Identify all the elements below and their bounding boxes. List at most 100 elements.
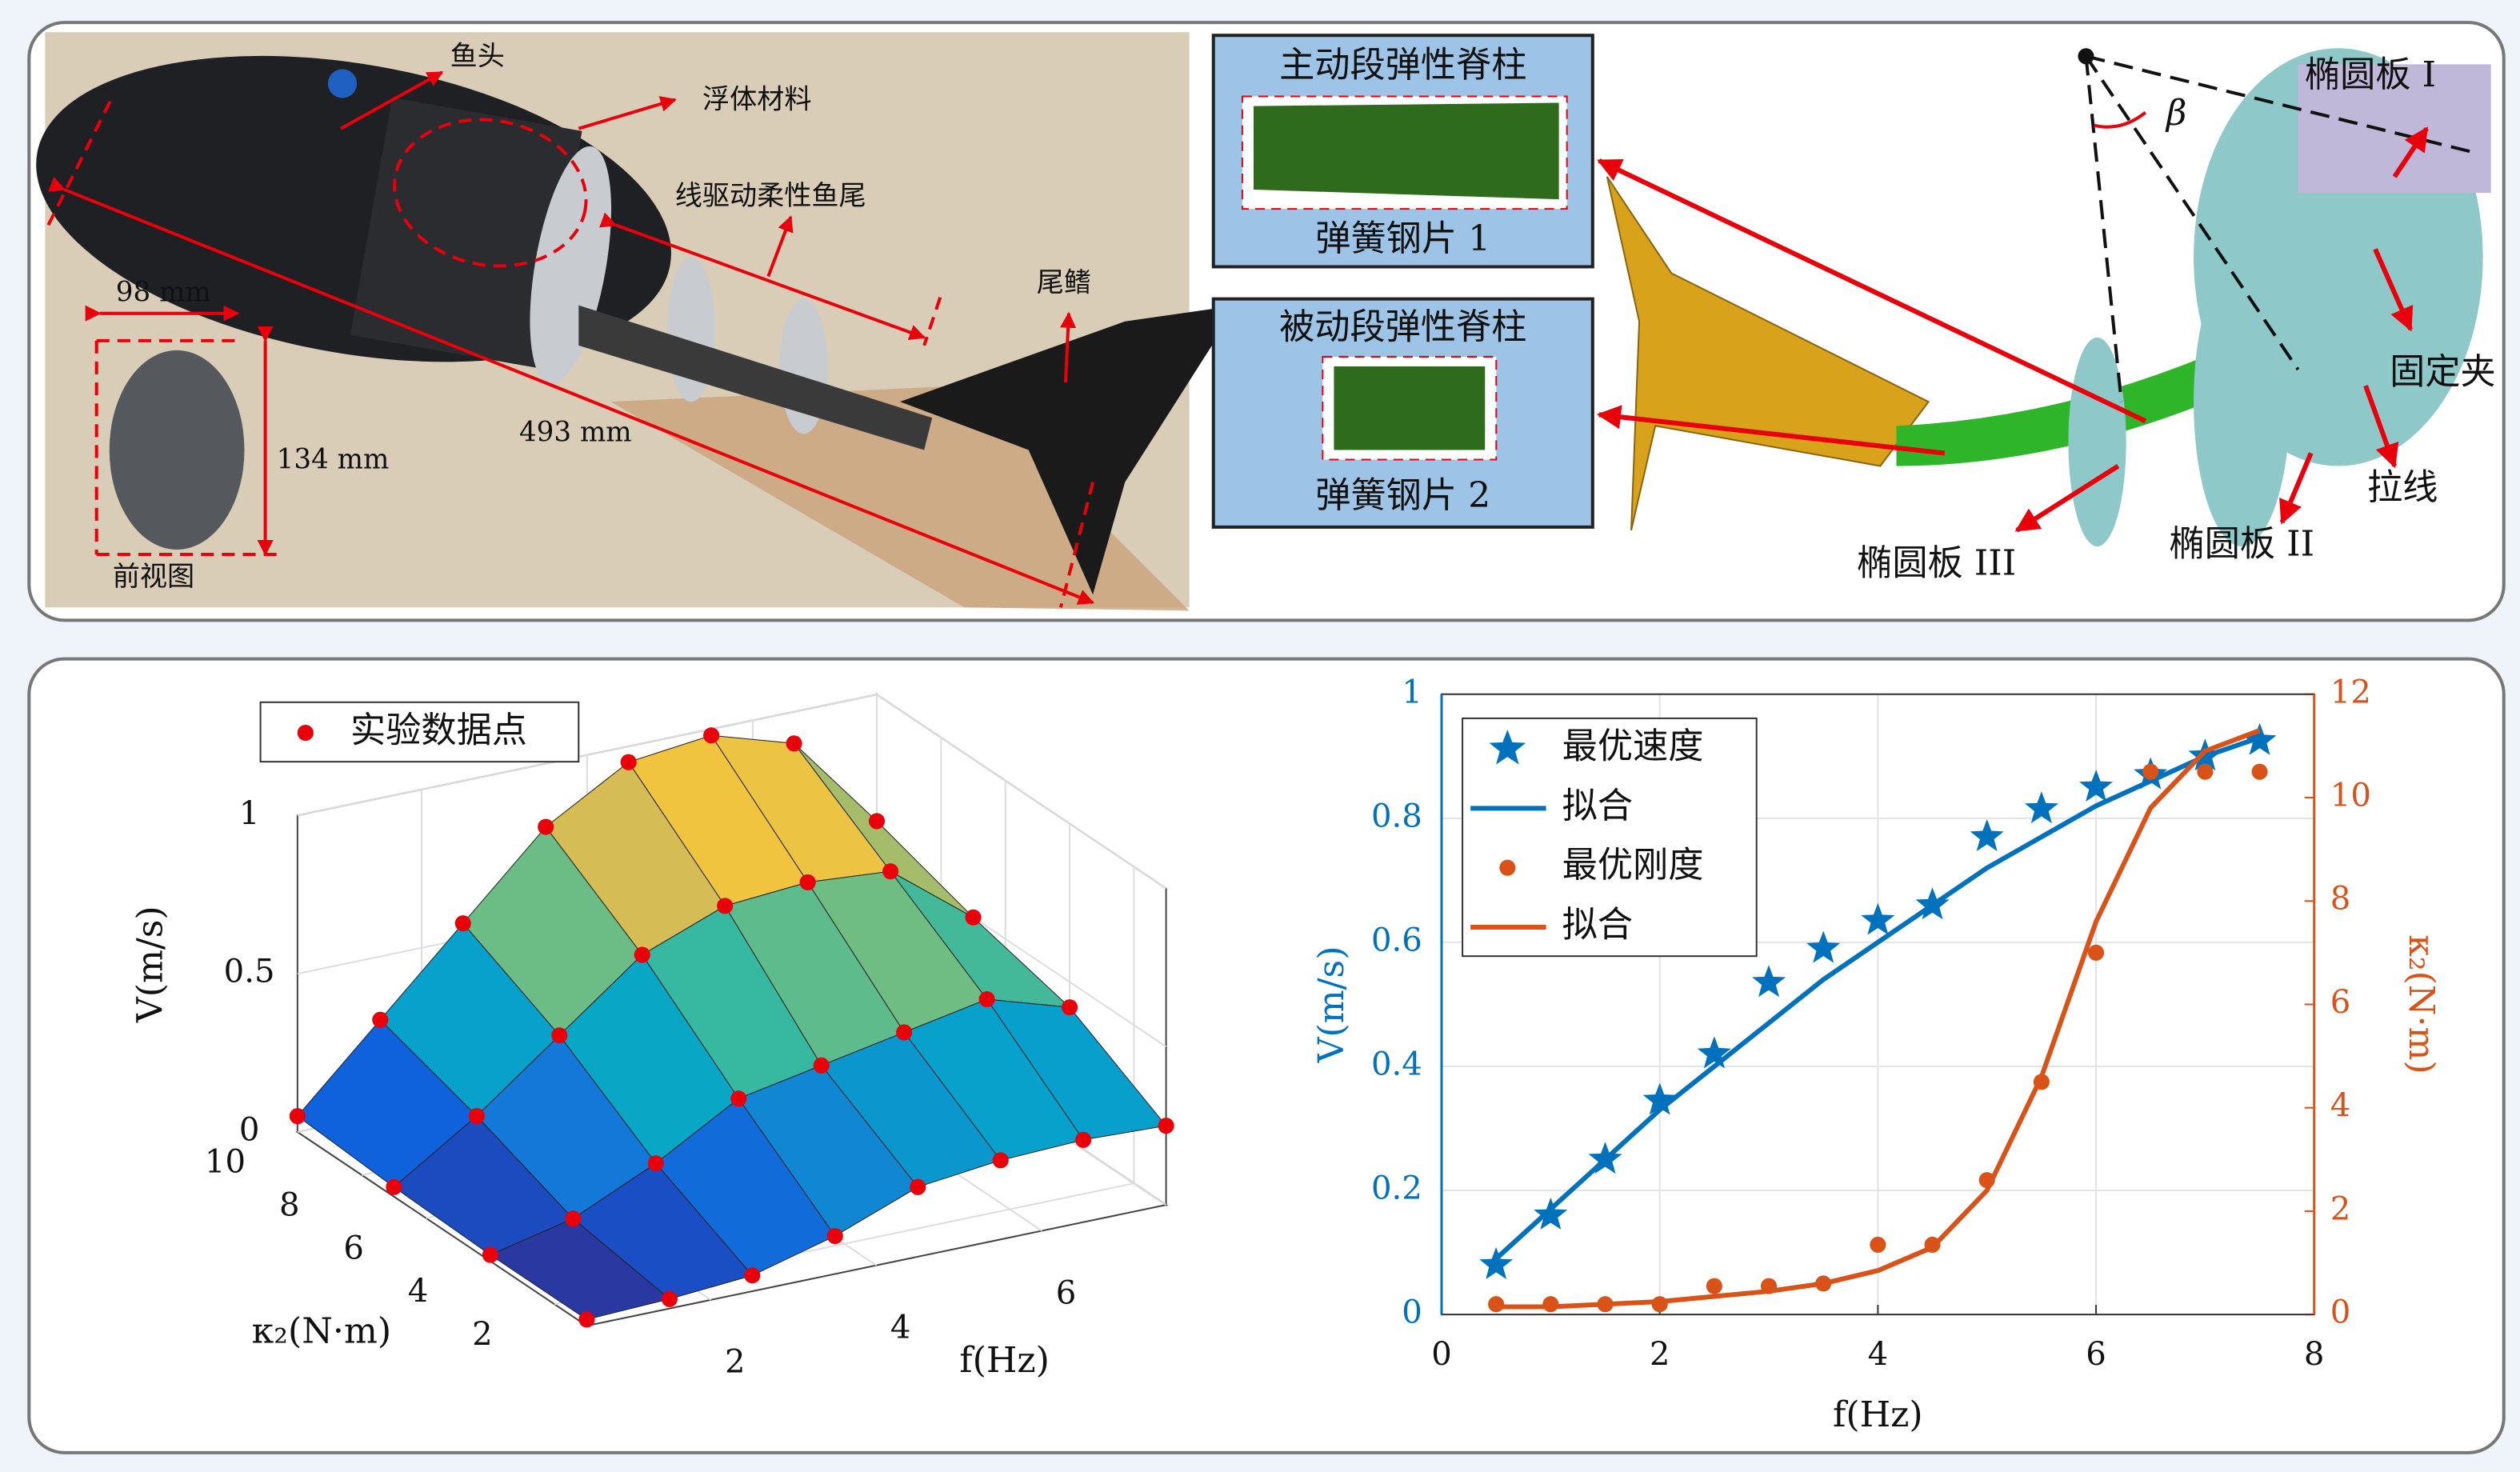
label: 线驱动柔性鱼尾 — [675, 180, 866, 212]
data-point — [826, 1227, 843, 1245]
data-point — [634, 946, 650, 963]
data-point — [910, 1178, 926, 1195]
label: 主动段弹性脊柱 — [1279, 45, 1526, 86]
z-axis-label: V(m/s) — [130, 906, 170, 1023]
data-point — [1158, 1118, 1174, 1134]
model-labels: 主动段弹性脊柱 弹簧钢片 1 被动段弹性脊柱 弹簧钢片 2 椭圆板 I 椭圆板 … — [1279, 45, 2496, 584]
data-point — [965, 909, 982, 926]
data-point — [2197, 763, 2214, 780]
y2-axis-label: κ₂(N·m) — [2401, 934, 2442, 1074]
data-point — [813, 1057, 830, 1074]
y-tick-label: 6 — [343, 1230, 364, 1266]
data-point — [647, 1155, 664, 1172]
data-point — [2251, 763, 2268, 780]
label: 拉线 — [2367, 467, 2438, 508]
data-point — [661, 1290, 678, 1307]
legend-box — [259, 701, 580, 763]
label: 固定夹 — [2390, 352, 2496, 393]
y-tick-label: 0.8 — [1371, 798, 1422, 834]
data-point — [896, 1024, 913, 1041]
data-point — [538, 818, 554, 835]
data-point — [1075, 1131, 1092, 1148]
x-axis-label: f(Hz) — [1833, 1394, 1923, 1435]
data-point — [289, 1108, 306, 1125]
data-point — [551, 1027, 568, 1044]
label: 椭圆板 III — [1857, 543, 2016, 584]
data-point — [1752, 965, 1786, 998]
data-point — [882, 863, 899, 880]
data-point — [454, 915, 471, 932]
model-drawing — [1211, 34, 2491, 546]
label: 弹簧钢片 1 — [1315, 218, 1490, 259]
label: 鱼头 — [450, 40, 505, 72]
label: 椭圆板 I — [2305, 54, 2436, 95]
x-tick-label: 6 — [1056, 1274, 1077, 1311]
data-point — [1062, 999, 1078, 1016]
legend-label: 最优速度 — [1562, 726, 1704, 767]
data-point — [1706, 1278, 1722, 1294]
model-arrows — [1596, 126, 2429, 533]
photo-arrows — [47, 70, 1094, 605]
photo-labels: 鱼头 浮体材料 线驱动柔性鱼尾 尾鳍 98 mm 134 mm 493 mm 前… — [113, 40, 1091, 593]
y2-tick-label: 6 — [2330, 984, 2351, 1021]
data-point — [1534, 1197, 1568, 1230]
x-tick-label: 4 — [890, 1310, 911, 1346]
data-point — [1861, 902, 1895, 935]
legend-marker — [1489, 729, 1526, 765]
data-point — [565, 1210, 582, 1227]
photo — [36, 32, 1238, 611]
y-tick-label: 1 — [1402, 674, 1422, 710]
y2-tick-label: 8 — [2330, 881, 2351, 918]
y-tick-label: 0.6 — [1371, 922, 1422, 958]
data-point — [799, 874, 816, 890]
fit-line — [1496, 728, 2261, 1310]
y2-tick-label: 4 — [2330, 1087, 2351, 1124]
data-point — [2088, 944, 2105, 961]
legend-label: 拟合 — [1562, 905, 1633, 946]
data-point — [2024, 791, 2058, 824]
legend-label: 最优刚度 — [1562, 845, 1704, 886]
y2-tick-label: 12 — [2330, 674, 2371, 710]
data-point — [2079, 769, 2114, 802]
label: 弹簧钢片 2 — [1315, 475, 1490, 516]
x-tick-label: 4 — [1868, 1336, 1889, 1373]
data-point — [1806, 930, 1841, 963]
y2-tick-label: 0 — [2330, 1294, 2351, 1331]
data-point — [1870, 1236, 1886, 1253]
data-point — [992, 1152, 1009, 1169]
data-point — [1479, 1246, 1514, 1279]
x-tick-label: 2 — [1650, 1336, 1670, 1373]
x-tick-label: 2 — [725, 1344, 746, 1381]
data-point — [1488, 1296, 1505, 1313]
label: 493 mm — [519, 416, 632, 448]
y-tick-label: 0.4 — [1371, 1046, 1422, 1082]
label: 98 mm — [116, 277, 211, 309]
data-point — [1697, 1036, 1731, 1069]
data-point — [703, 727, 720, 744]
data-point — [868, 813, 886, 830]
y2-tick-label: 10 — [2330, 778, 2371, 814]
x-axis-label: f(Hz) — [959, 1340, 1050, 1381]
data-point — [744, 1267, 761, 1284]
label: 被动段弹性脊柱 — [1279, 306, 1526, 347]
z-tick-label: 1 — [239, 795, 260, 832]
y-tick-label: 10 — [205, 1144, 246, 1181]
x-tick-label: 0 — [1431, 1336, 1452, 1373]
y-tick-label: 0.2 — [1371, 1170, 1422, 1207]
y-tick-label: 2 — [472, 1316, 493, 1353]
data-point — [2142, 763, 2159, 780]
label: β — [2165, 93, 2187, 134]
label: 134 mm — [277, 444, 390, 476]
data-point — [1642, 1082, 1677, 1115]
legend-marker — [297, 724, 314, 742]
label: 浮体材料 — [702, 84, 812, 116]
legend-label: 实验数据点 — [350, 710, 527, 750]
data-point — [978, 991, 995, 1008]
data-point — [730, 1090, 747, 1107]
x-tick-label: 6 — [2086, 1336, 2106, 1373]
data-point — [717, 898, 734, 914]
data-point — [482, 1246, 498, 1263]
